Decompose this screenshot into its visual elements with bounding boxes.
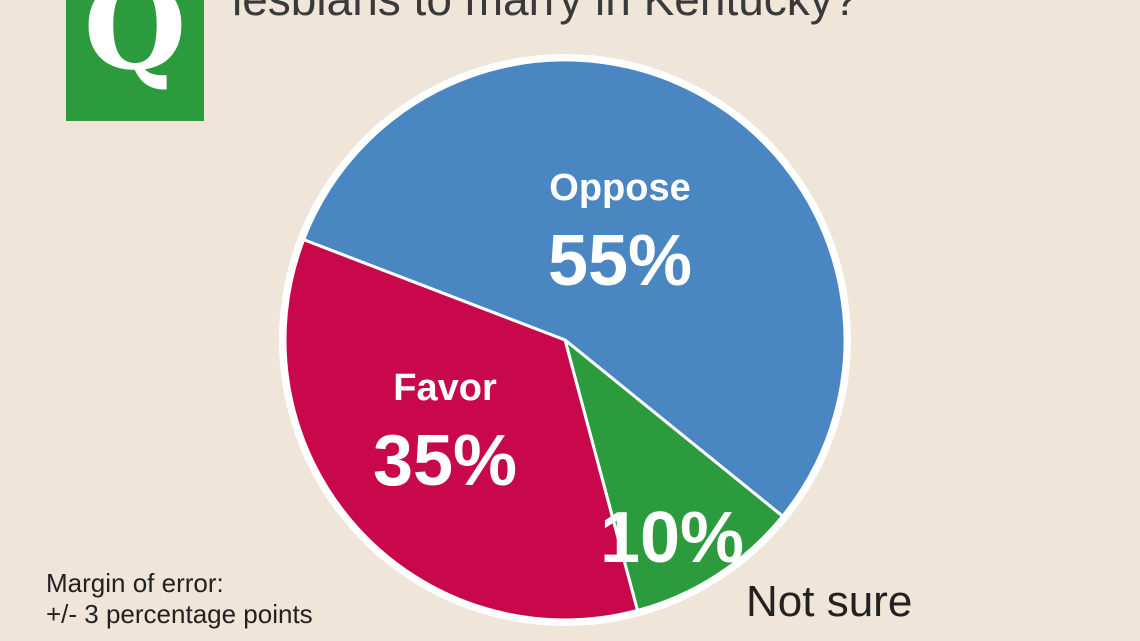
pie-slice-favor — [283, 238, 639, 622]
slice-value-favor: 35% — [373, 421, 517, 501]
q-badge-letter: Q — [83, 0, 187, 96]
margin-of-error-note: Margin of error: +/- 3 percentage points — [46, 568, 313, 630]
slice-label-favor: Favor — [393, 367, 497, 409]
margin-of-error-line2: +/- 3 percentage points — [46, 599, 313, 630]
q-badge: Q — [66, 0, 204, 121]
slice-value-oppose: 55% — [548, 221, 692, 301]
not-sure-label: Not sure — [746, 577, 913, 626]
slice-label-oppose: Oppose — [549, 167, 690, 209]
pie-slice-oppose — [302, 58, 847, 518]
margin-of-error-line1: Margin of error: — [46, 568, 224, 598]
question-text: lesbians to marry in Kentucky? — [232, 0, 858, 25]
slice-value-not-sure: 10% — [600, 498, 744, 578]
